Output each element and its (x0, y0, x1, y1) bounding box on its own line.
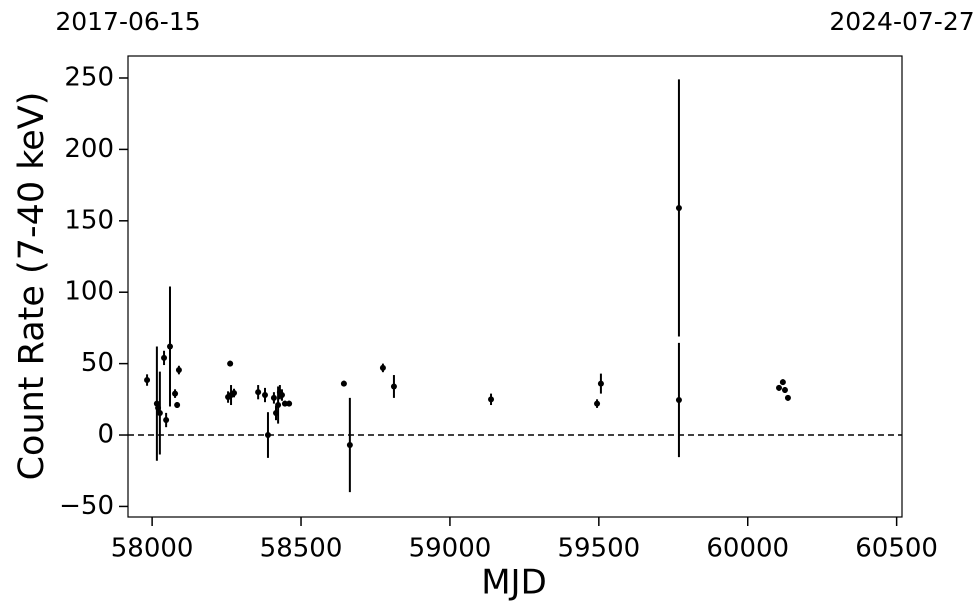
x-axis-label: MJD (481, 563, 547, 603)
plot-frame (127, 55, 903, 518)
point (227, 360, 234, 367)
point (144, 377, 151, 384)
point (340, 380, 347, 387)
y-tick-label: 250 (64, 62, 114, 92)
point (781, 387, 788, 394)
x-tick-label: 60500 (855, 534, 938, 564)
point (776, 384, 783, 391)
y-axis-label: Count Rate (7-40 keV) (12, 92, 52, 481)
y-tick-label: 50 (81, 348, 114, 378)
point (286, 400, 293, 407)
point (166, 343, 173, 350)
point (346, 442, 353, 449)
point (488, 396, 495, 403)
point (779, 379, 786, 386)
point (156, 410, 163, 417)
point (597, 380, 604, 387)
point (594, 400, 601, 407)
point (231, 390, 238, 397)
x-tick-label: 59000 (409, 534, 492, 564)
point (270, 394, 277, 401)
y-tick-label: 100 (64, 277, 114, 307)
point (784, 394, 791, 401)
point (278, 392, 285, 399)
point (379, 364, 386, 371)
point (675, 204, 682, 211)
top-tick-label: 2024-07-27 (829, 7, 974, 36)
point (281, 400, 288, 407)
point (161, 354, 168, 361)
y-tick-label: 150 (64, 205, 114, 235)
x-tick-label: 59500 (557, 534, 640, 564)
point (261, 392, 268, 399)
point (174, 402, 181, 409)
point (163, 417, 170, 424)
point (275, 402, 282, 409)
point (390, 383, 397, 390)
x-tick-label: 58500 (260, 534, 343, 564)
y-tick-label: −50 (59, 491, 114, 521)
point (175, 367, 182, 374)
point (255, 389, 262, 396)
point (172, 390, 179, 397)
point (675, 397, 682, 404)
x-tick-label: 60000 (706, 534, 789, 564)
point (264, 432, 271, 439)
y-tick-label: 0 (97, 420, 114, 450)
y-tick-label: 200 (64, 134, 114, 164)
x-tick-label: 58000 (111, 534, 194, 564)
top-tick-label: 2017-06-15 (55, 7, 200, 36)
